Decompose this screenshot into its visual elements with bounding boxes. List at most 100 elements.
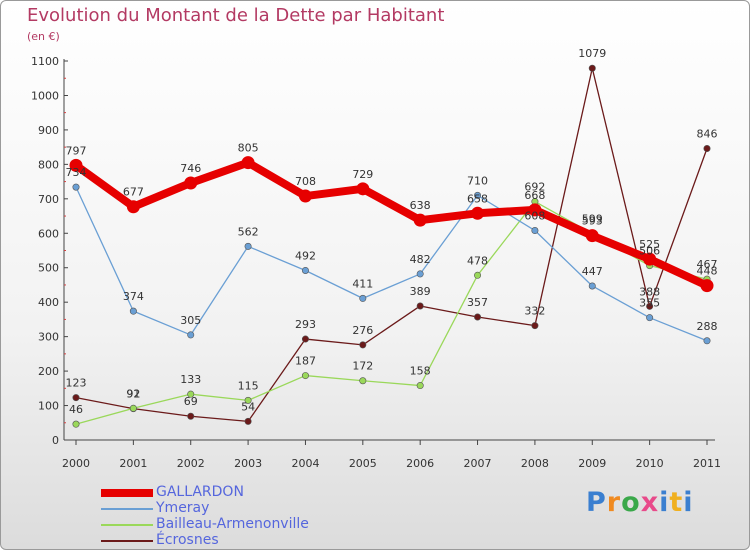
data-label-0: 638 <box>410 199 431 212</box>
series-point-1 <box>129 307 137 315</box>
series-point-3 <box>703 145 711 153</box>
series-line-2 <box>75 200 708 425</box>
legend-swatch-bailleau <box>101 524 153 526</box>
y-tick-label: 100 <box>38 400 59 413</box>
y-tick-label: 200 <box>38 365 59 378</box>
data-label-0: 797 <box>66 144 87 157</box>
y-tick-label: 500 <box>38 262 59 275</box>
data-label-3: 388 <box>639 285 660 298</box>
legend-item-ecrosnes: Écrosnes <box>101 532 361 549</box>
data-label-1: 305 <box>180 314 201 327</box>
series-point-1 <box>301 266 309 274</box>
logo-letter: x <box>640 487 660 518</box>
legend-item-ymeray: Ymeray <box>101 500 361 517</box>
y-tick-label: 1100 <box>31 55 59 68</box>
logo-letter: i <box>659 487 670 518</box>
y-tick-label: 600 <box>38 227 59 240</box>
y-tick-label: 0 <box>52 434 59 447</box>
data-label-2: 46 <box>69 403 83 416</box>
x-tick-label: 2002 <box>177 457 205 470</box>
series-point-0 <box>241 156 255 170</box>
data-label-2: 599 <box>582 213 603 226</box>
y-tick-label: 300 <box>38 331 59 344</box>
series-point-1 <box>646 314 654 322</box>
series-point-3 <box>646 302 654 310</box>
proxiti-logo: Proxiti <box>586 487 694 518</box>
data-label-1: 492 <box>295 249 316 262</box>
series-point-0 <box>528 203 542 217</box>
series-point-0 <box>643 252 657 266</box>
logo-letter: r <box>606 487 622 518</box>
x-tick-label: 2010 <box>636 457 664 470</box>
series-point-1 <box>531 227 539 235</box>
series-point-2 <box>129 404 137 412</box>
y-tick-label: 900 <box>38 124 59 137</box>
legend-label-ymeray: Ymeray <box>156 500 210 516</box>
series-point-0 <box>471 206 485 220</box>
series-point-1 <box>474 191 482 199</box>
x-tick-label: 2003 <box>234 457 262 470</box>
data-label-1: 447 <box>582 265 603 278</box>
data-label-0: 729 <box>352 168 373 181</box>
series-point-1 <box>187 331 195 339</box>
data-label-2: 478 <box>467 254 488 267</box>
x-tick-label: 2006 <box>406 457 434 470</box>
x-tick-label: 2001 <box>119 457 147 470</box>
series-point-0 <box>184 176 198 190</box>
series-point-3 <box>416 302 424 310</box>
data-label-2: 158 <box>410 365 431 378</box>
data-label-0: 677 <box>123 186 144 199</box>
data-label-3: 332 <box>524 305 545 318</box>
data-label-1: 608 <box>524 210 545 223</box>
series-point-0 <box>69 158 83 172</box>
data-label-3: 69 <box>184 395 198 408</box>
series-point-0 <box>413 213 427 227</box>
series-point-2 <box>359 377 367 385</box>
legend-label-ecrosnes: Écrosnes <box>156 532 219 548</box>
logo-letter: o <box>621 487 641 518</box>
data-label-1: 562 <box>238 225 259 238</box>
logo-letter: i <box>683 487 694 518</box>
data-label-1: 710 <box>467 174 488 187</box>
data-label-2: 133 <box>180 373 201 386</box>
series-point-2 <box>416 382 424 390</box>
series-point-3 <box>72 394 80 402</box>
series-point-3 <box>301 335 309 343</box>
data-label-2: 692 <box>524 181 545 194</box>
data-label-0: 805 <box>238 142 259 155</box>
data-label-0: 746 <box>180 162 201 175</box>
data-label-3: 54 <box>241 400 255 413</box>
data-label-2: 172 <box>352 360 373 373</box>
data-label-3: 276 <box>352 324 373 337</box>
series-point-3 <box>474 313 482 321</box>
data-label-1: 411 <box>352 277 373 290</box>
data-label-0: 658 <box>467 192 488 205</box>
series-point-0 <box>126 200 140 214</box>
legend-swatch-ymeray <box>101 508 153 510</box>
series-line-3 <box>75 67 708 423</box>
data-label-3: 357 <box>467 296 488 309</box>
series-point-3 <box>244 417 252 425</box>
data-label-2: 92 <box>126 387 140 400</box>
series-point-1 <box>359 294 367 302</box>
series-point-2 <box>301 372 309 380</box>
series-point-3 <box>588 64 596 72</box>
x-tick-label: 2008 <box>521 457 549 470</box>
data-label-2: 467 <box>697 258 718 271</box>
data-label-1: 355 <box>639 297 660 310</box>
data-label-0: 708 <box>295 175 316 188</box>
series-point-1 <box>72 183 80 191</box>
x-tick-label: 2007 <box>464 457 492 470</box>
series-line-0 <box>72 158 711 290</box>
data-label-1: 374 <box>123 290 144 303</box>
series-point-3 <box>531 322 539 330</box>
legend-swatch-gallardon <box>101 489 153 497</box>
data-label-2: 506 <box>639 245 660 258</box>
chart-unit: (en €) <box>27 30 60 43</box>
data-label-1: 482 <box>410 253 431 266</box>
y-tick-label: 700 <box>38 193 59 206</box>
logo-letter: t <box>669 487 684 518</box>
series-point-0 <box>700 279 714 293</box>
